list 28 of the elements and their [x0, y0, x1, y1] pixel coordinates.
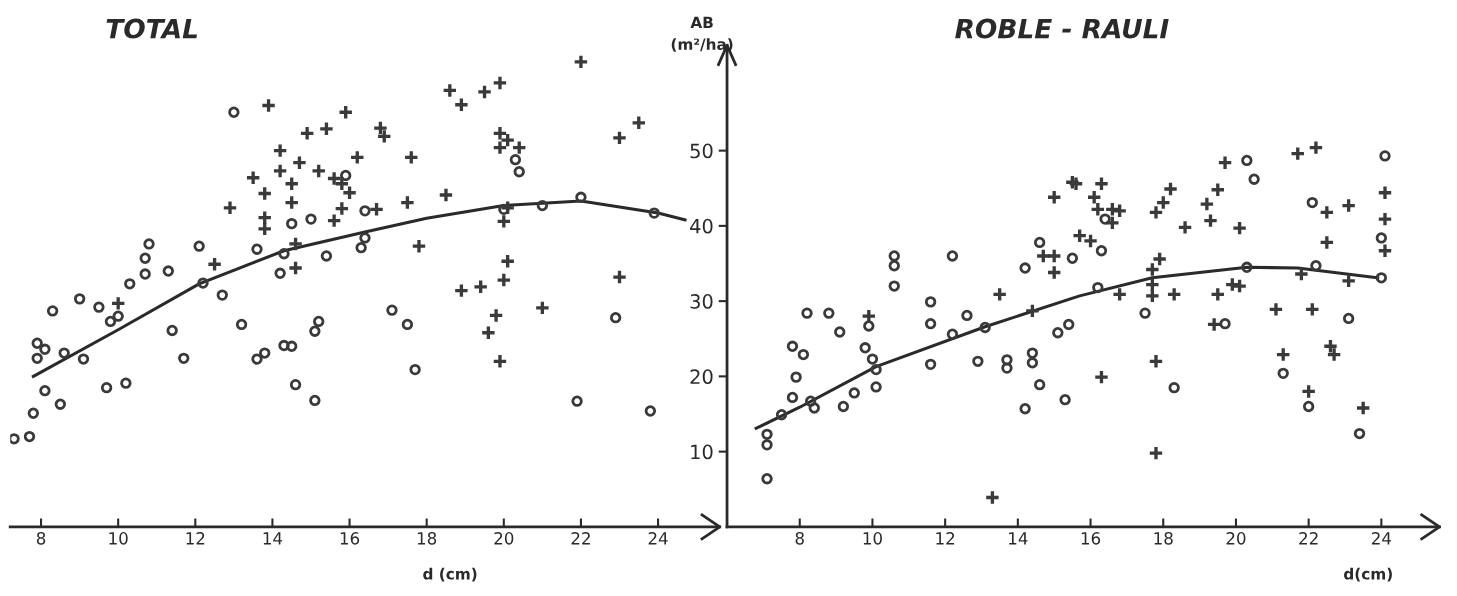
x-tick-label: 16: [1081, 532, 1101, 545]
x-tick-label: 24: [1371, 532, 1392, 545]
x-tick-label: 16: [340, 532, 360, 545]
x-tick-label: 20: [494, 532, 514, 545]
x-tick-label: 18: [1154, 532, 1173, 545]
x-tick-label: 18: [417, 532, 437, 545]
x-tick-label: 10: [109, 532, 128, 545]
x-tick-label: 14: [263, 532, 283, 545]
x-tick-label: 24: [648, 532, 668, 545]
x-axis-title: d (cm): [423, 567, 477, 582]
x-tick-label: 8: [36, 532, 46, 545]
x-tick-label: 22: [571, 532, 590, 545]
x-tick-label: 14: [1009, 532, 1028, 545]
x-axis-title: d(cm): [1344, 567, 1392, 582]
y-axis-title: AB (m²/ha): [671, 16, 733, 52]
chart-title: TOTAL: [106, 18, 198, 39]
x-tick-label: 10: [863, 532, 882, 545]
x-tick-label: 20: [1226, 532, 1246, 545]
y-tick-label: 50: [690, 143, 713, 159]
y-tick-label: 30: [690, 294, 713, 309]
x-tick-label: 12: [186, 532, 205, 545]
y-tick-label: 40: [690, 218, 713, 234]
x-tick-label: 12: [936, 532, 955, 545]
x-tick-label: 22: [1299, 532, 1318, 545]
chart-title: ROBLE - RAULI: [955, 18, 1169, 39]
y-tick-label: 10: [691, 444, 713, 460]
y-tick-label: 20: [690, 369, 713, 385]
x-tick-label: 8: [795, 532, 804, 545]
